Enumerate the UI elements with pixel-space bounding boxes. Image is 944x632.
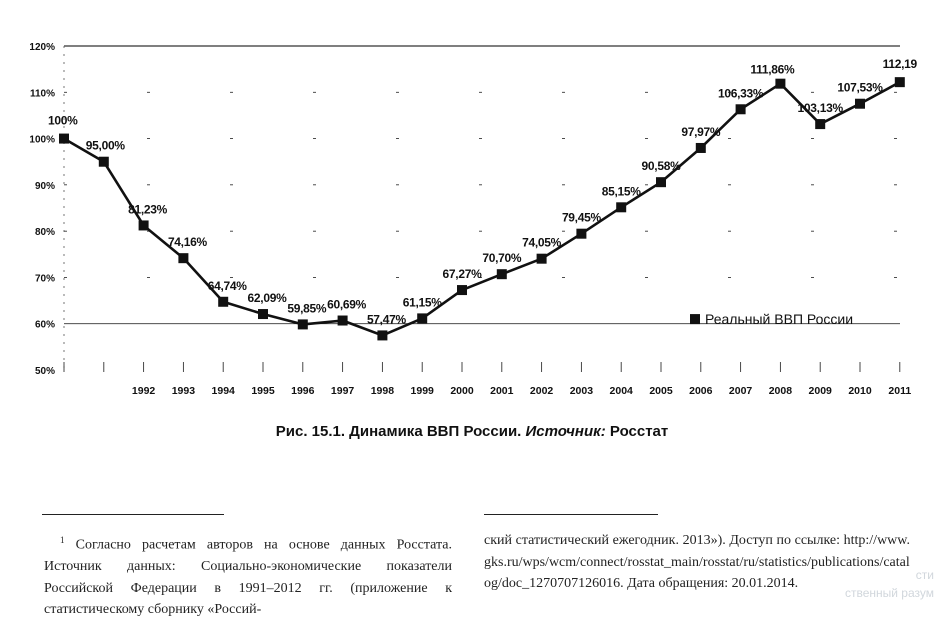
legend-marker [690, 314, 700, 325]
x-tick-label: 2004 [610, 385, 634, 397]
footnote-right: ский статистический ежегодник. 2013»). Д… [484, 530, 910, 595]
x-tick-label: 2010 [848, 385, 872, 397]
data-label: 70,70% [482, 251, 522, 265]
data-point [536, 253, 547, 264]
footnote-right-text: ский статистический ежегодник. 2013»). Д… [484, 533, 910, 591]
footnote-left-text: Согласно расчетам авторов на основе данн… [44, 537, 452, 618]
data-point [815, 119, 826, 130]
data-point [775, 78, 786, 89]
x-tick-label: 1994 [212, 385, 236, 397]
data-label: 97,97% [681, 125, 721, 139]
data-point [337, 315, 348, 326]
data-label: 62,09% [248, 291, 288, 305]
data-label: 90,58% [642, 159, 682, 173]
chart-svg: 120% 110% 100% 90% 80% 70% 60% 50% 1992 1993 1994 1… [29, 42, 918, 397]
data-label: 103,13% [798, 101, 844, 115]
data-point [218, 296, 229, 307]
watermark-line-1: сти [915, 568, 934, 582]
data-label: 67,27% [443, 267, 483, 281]
x-tick-label: 1993 [172, 385, 196, 397]
data-point [138, 220, 149, 231]
x-tick-label: 2006 [689, 385, 713, 397]
y-tick-label: 90% [35, 181, 55, 192]
y-tick-label: 120% [29, 42, 55, 53]
data-label: 107,53% [837, 81, 883, 95]
x-tick-label: 1995 [251, 385, 275, 397]
x-tick-label: 1997 [331, 385, 355, 397]
watermark-line-2: ственный разум [844, 586, 934, 600]
legend-label: Реальный ВВП России [705, 311, 853, 327]
x-tick-label: 1999 [411, 385, 435, 397]
data-label: 112,19 [883, 57, 918, 71]
data-point [894, 77, 905, 88]
watermark: сти ственный разум [845, 566, 934, 602]
data-point [855, 98, 865, 109]
x-tick-label: 1996 [291, 385, 315, 397]
caption-prefix: Рис. 15.1. Динамика ВВП России. [275, 423, 526, 440]
y-tick-label: 100% [29, 135, 55, 146]
x-tick-label: 2007 [729, 385, 753, 397]
y-tick-label: 110% [30, 88, 55, 99]
y-tick-label: 80% [35, 227, 55, 238]
data-label: 81,23% [128, 202, 168, 216]
data-label: 79,45% [562, 211, 602, 225]
data-label: 106,33% [718, 86, 764, 100]
caption-source: Росстат [605, 423, 669, 440]
data-point [576, 228, 587, 239]
data-point [297, 319, 308, 330]
footnote-mark: 1 [60, 535, 65, 545]
data-point [695, 142, 706, 153]
y-tick-label: 60% [35, 320, 55, 331]
x-tick-label: 2003 [570, 385, 594, 397]
x-tick-label: 1998 [371, 385, 395, 397]
data-point [496, 269, 507, 280]
x-tick-label: 2000 [450, 385, 474, 397]
footnote-rule-right [484, 514, 658, 515]
data-point [417, 313, 428, 324]
data-point [258, 309, 268, 320]
x-tick-label: 2005 [649, 385, 673, 397]
data-point [98, 156, 109, 167]
y-tick-label: 50% [35, 366, 55, 377]
data-point [616, 202, 627, 213]
data-label: 57,47% [367, 312, 407, 326]
data-label: 85,15% [602, 184, 642, 198]
x-tick-label: 2008 [769, 385, 793, 397]
data-label: 59,85% [287, 301, 327, 315]
data-label: 74,05% [522, 236, 562, 250]
data-point [457, 285, 467, 296]
data-point [735, 104, 746, 115]
data-point [178, 253, 189, 264]
data-point [377, 330, 388, 341]
data-label: 100% [48, 114, 78, 128]
data-label: 60,69% [327, 298, 367, 312]
data-point [59, 133, 69, 144]
x-tick-label: 2011 [888, 385, 911, 397]
data-label: 95,00% [86, 139, 126, 153]
y-tick-label: 70% [35, 273, 55, 284]
data-point [656, 177, 666, 188]
x-tick-label: 2001 [490, 385, 514, 397]
x-tick-label: 2002 [530, 385, 554, 397]
x-tick-label: 2009 [809, 385, 833, 397]
data-label: 111,86% [750, 63, 795, 77]
footnote-rule-left [42, 514, 224, 515]
chart: 120% 110% 100% 90% 80% 70% 60% 50% 1992 1993 1994 1… [29, 42, 918, 397]
x-tick-label: 1992 [132, 385, 156, 397]
footnote-left: 1 Согласно расчетам авторов на основе да… [44, 530, 452, 621]
data-label: 64,74% [208, 279, 248, 293]
series-line [63, 81, 901, 337]
data-label: 74,16% [168, 235, 208, 249]
caption-source-label: Источник: [525, 423, 606, 440]
figure-caption: Рис. 15.1. Динамика ВВП России. Источник… [0, 423, 944, 440]
data-label: 61,15% [403, 295, 443, 309]
